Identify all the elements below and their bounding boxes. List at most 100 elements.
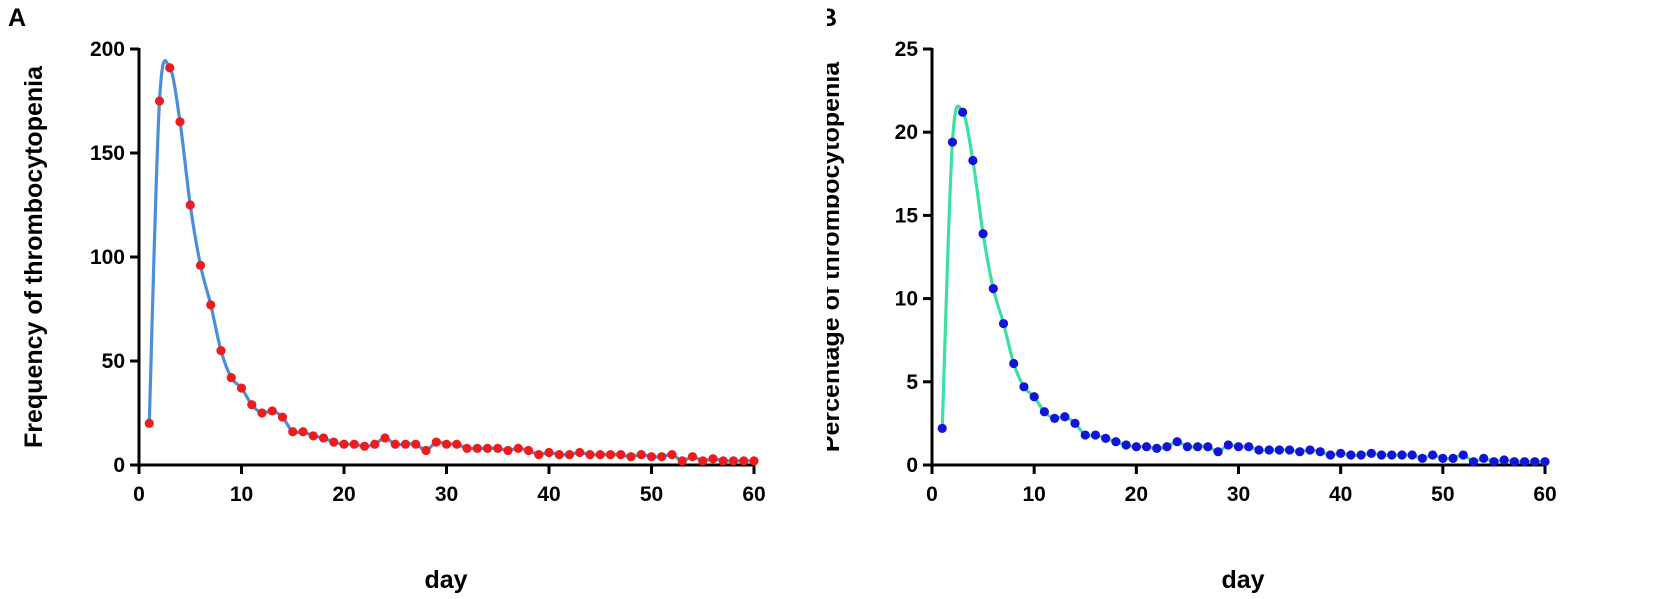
chart-b-ticks: 0 10 20 30 40 50 60 0 5 10 15 20 25 — [895, 38, 1557, 506]
data-point-a — [185, 200, 195, 210]
data-point-b — [1295, 447, 1305, 457]
data-point-b — [1244, 442, 1254, 452]
data-point-b — [1070, 418, 1080, 428]
data-point-b — [1336, 448, 1346, 458]
data-point-b — [978, 229, 988, 239]
data-point-a — [349, 439, 359, 449]
data-point-b — [1233, 442, 1244, 452]
data-point-b — [1172, 437, 1182, 447]
data-point-a — [739, 456, 749, 466]
data-point-b — [1111, 437, 1121, 447]
y-tick-label: 0 — [113, 454, 125, 477]
data-point-a — [411, 439, 421, 449]
data-point-a — [616, 450, 626, 460]
data-point-a — [575, 447, 585, 458]
data-point-a — [339, 439, 349, 449]
data-point-a — [441, 439, 452, 449]
y-tick-label: 200 — [90, 38, 125, 61]
data-point-a — [195, 260, 206, 270]
data-point-a — [585, 450, 595, 460]
data-point-a — [482, 443, 493, 453]
data-point-a — [544, 447, 554, 458]
data-point-b — [1284, 445, 1295, 455]
data-point-a — [503, 445, 513, 456]
chart-b-series — [937, 104, 1550, 467]
data-point-a — [421, 445, 431, 456]
data-point-a — [626, 452, 636, 462]
data-point-a — [564, 450, 575, 460]
x-axis-title-a: day — [424, 566, 467, 594]
data-point-a — [431, 437, 441, 447]
data-point-a — [308, 431, 318, 441]
data-point-b — [1080, 430, 1090, 440]
x-tick-label: 0 — [133, 483, 145, 506]
data-point-a — [390, 439, 400, 449]
data-point-a — [329, 437, 339, 447]
y-tick-label: 20 — [895, 121, 918, 144]
data-point-b — [1152, 443, 1162, 453]
data-point-b — [1090, 430, 1101, 440]
data-point-b — [1223, 440, 1233, 450]
data-point-b — [937, 423, 947, 433]
data-point-b — [1387, 450, 1397, 460]
data-point-b — [1050, 413, 1060, 424]
x-tick-label: 40 — [537, 483, 560, 506]
data-point-a — [288, 427, 298, 437]
data-point-b — [1315, 447, 1325, 457]
data-point-b — [1540, 457, 1550, 467]
data-point-b — [1305, 445, 1315, 455]
data-point-b — [1499, 455, 1509, 465]
x-tick-label: 30 — [1227, 483, 1250, 506]
x-tick-label: 50 — [1431, 483, 1454, 506]
panel-label-b: B — [827, 4, 837, 32]
data-point-a — [646, 452, 657, 462]
data-point-a — [472, 443, 482, 453]
data-point-a — [216, 346, 226, 356]
series-line-b — [940, 104, 1545, 464]
data-point-b — [1193, 442, 1203, 452]
data-point-b — [1060, 412, 1070, 422]
chart-a-svg: A 0 10 20 30 40 50 60 0 50 100 150 200 day Frequenc… — [8, 4, 766, 594]
data-point-b — [947, 137, 958, 147]
data-point-b — [1019, 382, 1029, 392]
data-point-a — [667, 450, 677, 460]
data-point-a — [605, 450, 616, 460]
data-point-b — [1397, 450, 1407, 460]
data-point-a — [708, 454, 718, 464]
y-tick-label: 100 — [90, 246, 125, 269]
data-point-a — [318, 433, 329, 443]
y-tick-label: 150 — [90, 142, 125, 165]
data-point-b — [1479, 453, 1489, 463]
x-tick-label: 60 — [742, 483, 765, 506]
data-point-b — [1101, 433, 1111, 443]
data-point-b — [1519, 457, 1530, 467]
x-tick-label: 40 — [1329, 483, 1352, 506]
data-point-b — [1264, 445, 1274, 455]
data-point-a — [523, 445, 534, 456]
data-point-b — [1325, 450, 1336, 460]
data-point-a — [226, 373, 236, 383]
y-tick-label: 0 — [906, 454, 918, 477]
chart-panel-a: A 0 10 20 30 40 50 60 0 50 100 150 200 day Frequenc… — [8, 4, 766, 594]
chart-b-svg: B 0 10 20 30 40 50 60 0 5 10 15 20 25 day Percentage… — [827, 4, 1557, 594]
data-point-a — [277, 412, 288, 422]
data-point-a — [657, 452, 667, 462]
data-point-a — [687, 452, 698, 462]
data-point-b — [998, 318, 1009, 329]
x-tick-label: 0 — [926, 483, 938, 506]
data-point-b — [1162, 442, 1172, 452]
data-point-b — [1376, 450, 1387, 460]
data-point-a — [298, 427, 308, 437]
data-point-a — [144, 418, 154, 428]
data-point-b — [1417, 453, 1427, 463]
x-tick-label: 30 — [435, 483, 458, 506]
data-point-a — [154, 96, 165, 106]
data-point-a — [165, 63, 175, 73]
y-tick-label: 25 — [895, 38, 919, 61]
chart-a-axes — [137, 48, 756, 467]
x-tick-label: 60 — [1533, 483, 1556, 506]
x-tick-label: 50 — [640, 483, 663, 506]
x-tick-label: 10 — [230, 483, 253, 506]
data-point-b — [1213, 447, 1223, 457]
data-point-a — [749, 456, 759, 466]
